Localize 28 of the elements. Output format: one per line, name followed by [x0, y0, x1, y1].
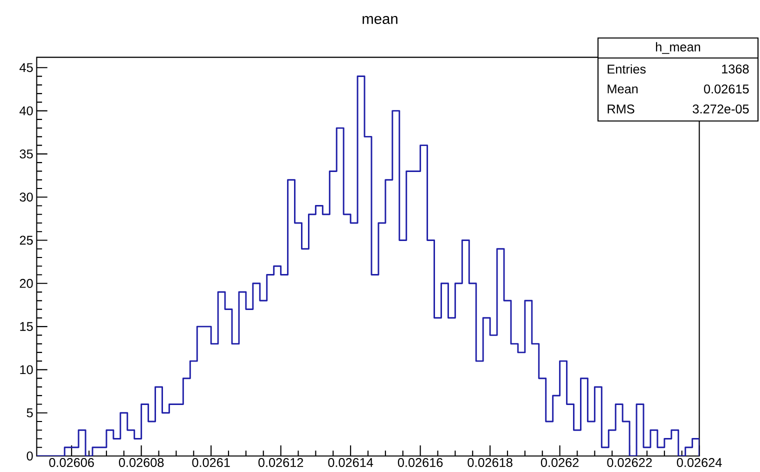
- text: 0.02615: [704, 84, 749, 94]
- annotation: Entries: [608, 64, 646, 74]
- x-tick-label: 0.02616: [398, 458, 443, 468]
- text: 1368: [722, 64, 749, 74]
- y-tick-label: 30: [20, 192, 33, 202]
- y-tick-label: 45: [20, 63, 33, 72]
- y-tick-label: 35: [20, 149, 33, 158]
- x-tick-label: 0.02614: [328, 458, 374, 468]
- annotation: 3.272e-05: [692, 104, 749, 114]
- x-tick-label: 0.02622: [607, 458, 652, 468]
- x-tick-label: 0.02624: [676, 458, 722, 468]
- annotation: Mean: [608, 84, 638, 94]
- y-tick-label: 40: [20, 106, 33, 116]
- text: h_mean: [656, 42, 700, 54]
- chart-title: mean: [362, 16, 398, 24]
- x-tick-label: 0.02612: [258, 458, 304, 468]
- x-tick-label: 0.0262: [540, 458, 579, 468]
- x-tick-label: 0.02618: [468, 458, 512, 468]
- x-tick-label: 0.02606: [49, 458, 94, 468]
- x-tick-label: 0.02608: [118, 458, 164, 468]
- y-tick-label: 25: [20, 236, 33, 245]
- y-tick-label: 5: [26, 408, 33, 418]
- y-tick-label: 0: [26, 452, 33, 460]
- x-tick-label: 0.0261: [192, 458, 230, 468]
- y-tick-label: 20: [20, 278, 33, 288]
- y-tick-label: 10: [20, 365, 33, 374]
- y-tick-label: 15: [20, 322, 33, 331]
- annotation: RMS: [608, 104, 634, 114]
